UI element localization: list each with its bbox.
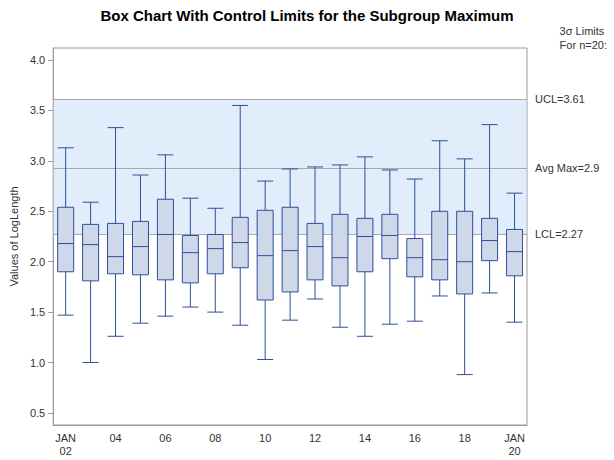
svg-text:3.0: 3.0	[30, 155, 45, 167]
svg-text:3.5: 3.5	[30, 104, 45, 116]
svg-text:06: 06	[159, 432, 171, 444]
svg-text:20: 20	[508, 445, 520, 457]
svg-text:10: 10	[259, 432, 271, 444]
svg-text:2.0: 2.0	[30, 256, 45, 268]
svg-text:Values of LogLength: Values of LogLength	[8, 186, 20, 286]
svg-text:12: 12	[309, 432, 321, 444]
svg-text:Box Chart With Control Limits: Box Chart With Control Limits for the Su…	[100, 7, 513, 24]
svg-text:14: 14	[359, 432, 371, 444]
svg-text:0.5: 0.5	[30, 407, 45, 419]
svg-text:04: 04	[109, 432, 121, 444]
svg-text:LCL=2.27: LCL=2.27	[535, 228, 583, 240]
svg-text:JAN: JAN	[504, 432, 525, 444]
svg-text:4.0: 4.0	[30, 54, 45, 66]
svg-text:08: 08	[209, 432, 221, 444]
svg-text:For n=20:: For n=20:	[560, 39, 607, 51]
svg-text:Avg Max=2.9: Avg Max=2.9	[535, 162, 599, 174]
svg-text:UCL=3.61: UCL=3.61	[535, 93, 585, 105]
svg-text:1.5: 1.5	[30, 306, 45, 318]
svg-text:1.0: 1.0	[30, 357, 45, 369]
svg-text:02: 02	[60, 445, 72, 457]
svg-text:JAN: JAN	[55, 432, 76, 444]
svg-text:3σ Limits: 3σ Limits	[560, 25, 605, 37]
svg-text:16: 16	[409, 432, 421, 444]
svg-text:2.5: 2.5	[30, 205, 45, 217]
svg-text:18: 18	[459, 432, 471, 444]
